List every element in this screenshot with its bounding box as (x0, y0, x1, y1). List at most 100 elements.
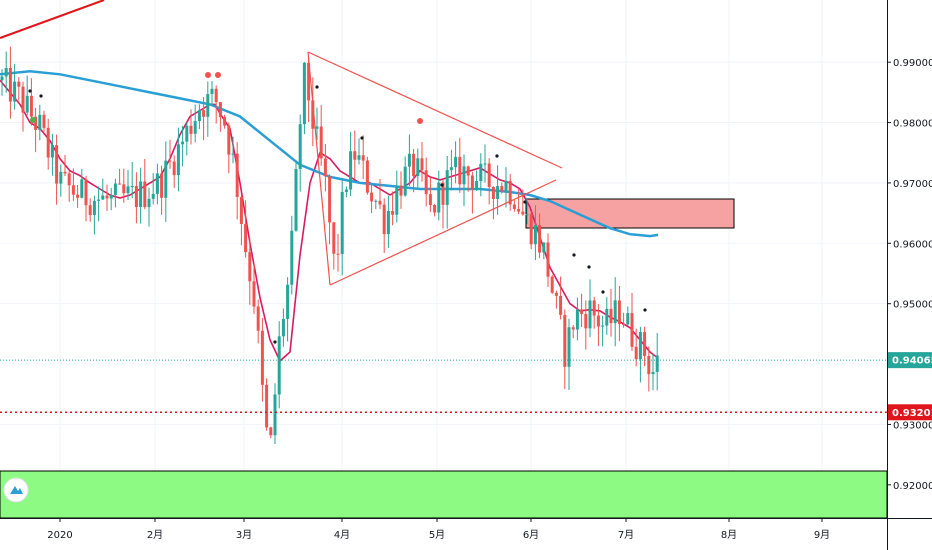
candle-body-102 (428, 194, 432, 206)
candle-body-83 (349, 151, 353, 190)
candle-body-108 (454, 156, 458, 168)
candle-body-88 (370, 192, 374, 202)
candle-body-104 (437, 182, 441, 213)
triangle-left-line (307, 51, 331, 286)
candle-body-135 (567, 327, 571, 367)
candle-body-0 (0, 76, 4, 81)
candle-body-99 (416, 158, 420, 177)
candle-body-80 (336, 253, 340, 255)
candle-body-64 (269, 427, 273, 436)
candle-body-147 (617, 300, 621, 325)
candle-body-31 (130, 185, 134, 187)
candle-body-110 (462, 166, 466, 185)
x-tick-label-1: 2月 (147, 529, 163, 541)
candle-body-127 (533, 225, 537, 245)
x-tick-label-4: 5月 (429, 529, 445, 541)
y-tick-label-3: 0.96000 (893, 239, 932, 250)
candle-body-19 (80, 179, 84, 198)
pivot-dot-4 (360, 136, 364, 140)
x-tick-label-6: 7月 (618, 529, 634, 541)
pivot-dot-11 (643, 308, 647, 312)
candle-body-98 (412, 153, 416, 177)
candle-body-55 (231, 153, 235, 155)
candle-body-94 (395, 185, 399, 215)
candle-body-67 (281, 318, 285, 337)
candle-body-63 (265, 384, 269, 428)
candle-body-84 (353, 151, 357, 160)
candle-body-44 (185, 125, 189, 142)
candle-body-26 (109, 194, 113, 199)
candle-body-79 (332, 222, 336, 254)
candle-body-27 (113, 183, 117, 195)
candle-body-120 (504, 180, 508, 192)
candle-body-21 (88, 205, 92, 215)
candle-body-75 (315, 126, 319, 129)
candle-body-52 (218, 102, 222, 118)
price-tag-box-1 (888, 404, 932, 421)
candle-body-111 (466, 166, 470, 176)
price-tag-box-0 (888, 352, 932, 369)
pivot-dot-3 (315, 85, 319, 89)
triangle-upper-line (307, 51, 563, 169)
x-tick-label-8: 9月 (814, 529, 830, 541)
candle-body-66 (277, 336, 281, 395)
candle-body-109 (458, 156, 462, 185)
y-tick-label-2: 0.97000 (893, 179, 932, 190)
candle-body-43 (181, 141, 185, 145)
candle-body-32 (134, 185, 138, 207)
candle-body-49 (206, 94, 210, 117)
candle-body-40 (168, 160, 172, 162)
candle-body-118 (496, 186, 500, 199)
moving-average-line-2 (0, 69, 659, 238)
candle-body-103 (433, 205, 437, 213)
candle-body-101 (424, 170, 428, 195)
candle-body-90 (378, 200, 382, 205)
candle-body-42 (176, 144, 180, 176)
pivot-dot-10 (601, 290, 605, 294)
candle-body-144 (605, 308, 609, 326)
candle-body-124 (521, 211, 525, 215)
candle-body-97 (407, 153, 411, 167)
candle-body-95 (399, 185, 403, 196)
drawings (0, 0, 647, 344)
candle-body-9 (38, 114, 42, 130)
candle-body-46 (193, 121, 197, 134)
pivot-dot-7 (523, 200, 527, 204)
candle-body-10 (42, 114, 46, 128)
candle-body-6 (25, 95, 29, 113)
x-tick-label-7: 8月 (721, 529, 737, 541)
candle-body-139 (584, 314, 588, 329)
candle-body-24 (101, 195, 105, 200)
candle-body-4 (17, 81, 21, 87)
x-tick-label-2: 3月 (236, 529, 252, 541)
candle-body-72 (302, 62, 306, 125)
signal-marker-2 (417, 118, 423, 124)
support-zone (0, 470, 888, 519)
x-axis-ticks: 2020 2月 3月 4月 5月 6月 7月 8月 9月 (47, 518, 830, 541)
zone-overlays (0, 198, 888, 519)
signal-marker-3 (30, 117, 36, 123)
y-tick-label-1: 0.98000 (893, 119, 932, 130)
candle-body-23 (97, 199, 101, 201)
candle-body-89 (374, 200, 378, 202)
candle-body-133 (559, 295, 563, 315)
candle-body-41 (172, 161, 176, 176)
x-tick-label-3: 4月 (334, 529, 350, 541)
candle-body-146 (613, 300, 617, 324)
logo-icon[interactable] (3, 477, 29, 503)
x-tick-label-0: 2020 (47, 530, 72, 541)
candle-body-93 (391, 210, 395, 215)
candle-body-107 (449, 167, 453, 171)
candle-body-86 (361, 155, 365, 161)
candle-body-47 (197, 110, 201, 122)
candle-body-81 (340, 191, 344, 254)
pivot-dot-9 (587, 265, 591, 269)
candle-body-137 (575, 309, 579, 330)
candle-body-114 (479, 163, 483, 182)
candle-body-123 (517, 209, 521, 212)
candle-body-73 (307, 62, 311, 101)
candle-body-59 (248, 252, 252, 282)
y-axis-ticks: 0.99000 0.98000 0.97000 0.96000 0.95000 0.940… (887, 58, 932, 492)
candle-body-128 (538, 225, 542, 253)
